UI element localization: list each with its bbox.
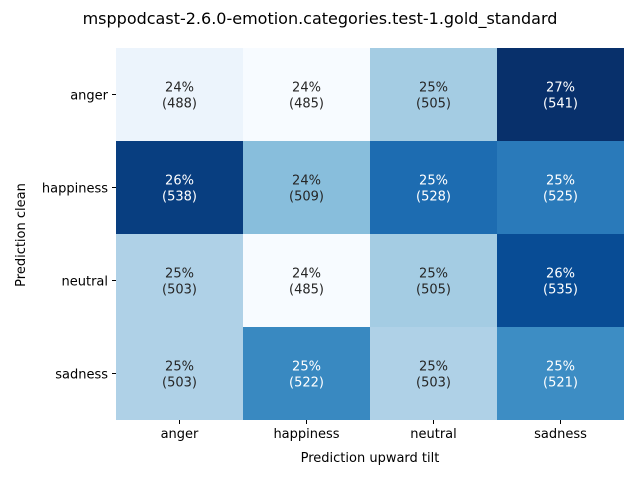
chart-title: msppodcast-2.6.0-emotion.categories.test… <box>83 9 558 29</box>
cell-percent-label-1-2: 25% <box>419 174 448 189</box>
cell-count-label-0-3: (541) <box>543 97 578 112</box>
cell-percent-label-2-0: 25% <box>165 267 194 282</box>
cell-percent-label-2-2: 25% <box>419 267 448 282</box>
cell-count-label-3-0: (503) <box>162 376 197 391</box>
heatmap-cell-3-0 <box>116 327 243 420</box>
heatmap-cell-2-2 <box>370 234 497 327</box>
heatmap-cell-0-3 <box>497 48 624 141</box>
cell-count-label-2-2: (505) <box>416 283 451 298</box>
cell-percent-label-3-0: 25% <box>165 360 194 375</box>
cell-percent-label-2-1: 24% <box>292 267 321 282</box>
x-tick-label-1: happiness <box>273 427 339 442</box>
heatmap-cell-2-1 <box>243 234 370 327</box>
heatmap-cell-1-3 <box>497 141 624 234</box>
y-tick-label-1: happiness <box>42 182 108 197</box>
cell-count-label-1-2: (528) <box>416 190 451 205</box>
cell-count-label-1-0: (538) <box>162 190 197 205</box>
heatmap-cell-3-2 <box>370 327 497 420</box>
cell-count-label-2-0: (503) <box>162 283 197 298</box>
cell-count-label-2-1: (485) <box>289 283 324 298</box>
y-tick-label-0: anger <box>70 89 108 104</box>
x-axis-label: Prediction upward tilt <box>301 451 440 466</box>
heatmap-cell-1-2 <box>370 141 497 234</box>
cell-percent-label-3-2: 25% <box>419 360 448 375</box>
cell-percent-label-0-1: 24% <box>292 81 321 96</box>
x-tick-label-3: sadness <box>534 427 587 442</box>
cell-count-label-2-3: (535) <box>543 283 578 298</box>
cell-percent-label-3-1: 25% <box>292 360 321 375</box>
heatmap-cell-0-1 <box>243 48 370 141</box>
y-tick-label-2: neutral <box>62 275 109 290</box>
x-axis: anger happiness neutral sadness <box>161 420 587 442</box>
heatmap-cell-2-3 <box>497 234 624 327</box>
cell-count-label-0-2: (505) <box>416 97 451 112</box>
x-tick-label-0: anger <box>161 427 199 442</box>
heatmap-cell-0-0 <box>116 48 243 141</box>
cell-percent-label-1-3: 25% <box>546 174 575 189</box>
cell-percent-label-0-3: 27% <box>546 81 575 96</box>
y-axis-label: Prediction clean <box>14 183 29 287</box>
cell-percent-label-1-0: 26% <box>165 174 194 189</box>
cell-count-label-1-1: (509) <box>289 190 324 205</box>
heatmap-cell-3-1 <box>243 327 370 420</box>
y-axis: anger happiness neutral sadness <box>42 89 116 383</box>
heatmap-cell-1-0 <box>116 141 243 234</box>
cell-count-label-3-3: (521) <box>543 376 578 391</box>
cell-percent-label-1-1: 24% <box>292 174 321 189</box>
heatmap-cell-3-3 <box>497 327 624 420</box>
cell-count-label-3-1: (522) <box>289 376 324 391</box>
x-tick-label-2: neutral <box>410 427 457 442</box>
cell-percent-label-0-0: 24% <box>165 81 194 96</box>
heatmap-cells: 24%(488)24%(485)25%(505)27%(541)26%(538)… <box>116 48 624 420</box>
heatmap-cell-1-1 <box>243 141 370 234</box>
cell-percent-label-2-3: 26% <box>546 267 575 282</box>
cell-count-label-0-0: (488) <box>162 97 197 112</box>
heatmap-cell-0-2 <box>370 48 497 141</box>
y-tick-label-3: sadness <box>55 368 108 383</box>
cell-percent-label-3-3: 25% <box>546 360 575 375</box>
cell-count-label-0-1: (485) <box>289 97 324 112</box>
cell-count-label-3-2: (503) <box>416 376 451 391</box>
heatmap-cell-2-0 <box>116 234 243 327</box>
cell-count-label-1-3: (525) <box>543 190 578 205</box>
cell-percent-label-0-2: 25% <box>419 81 448 96</box>
